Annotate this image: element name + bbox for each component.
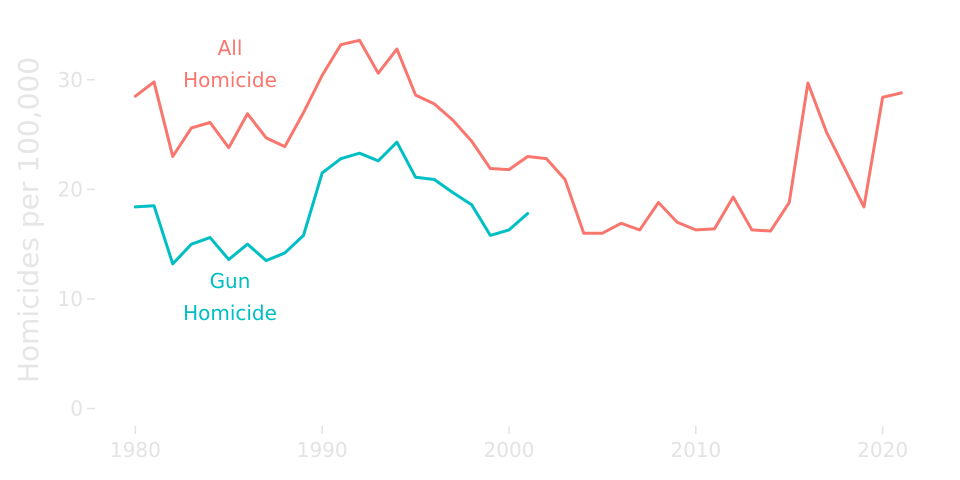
x-tick-label: 2000 (484, 438, 535, 462)
series-label: Gun Homicide (183, 269, 277, 325)
y-tick-label: 10 (58, 287, 83, 311)
y-tick-label: 20 (58, 177, 83, 201)
series-line (133, 140, 530, 266)
x-tick-label: 2010 (670, 438, 721, 462)
series-line (133, 38, 903, 235)
series-0 (133, 38, 903, 235)
series-1 (133, 140, 530, 266)
y-axis-title: Homicides per 100,000 (12, 57, 45, 383)
x-tick-label: 1980 (110, 438, 161, 462)
y-axis: 0 10 20 30 (58, 68, 95, 421)
x-axis: 1980 1990 2000 2010 2020 (110, 426, 908, 462)
series-labels: All Homicide Gun Homicide (183, 36, 277, 325)
series-layer (133, 38, 903, 266)
y-tick-label: 0 (70, 397, 83, 421)
y-tick-label: 30 (58, 68, 83, 92)
series-label: All Homicide (183, 36, 277, 92)
x-tick-label: 1990 (297, 438, 348, 462)
x-tick-label: 2020 (857, 438, 908, 462)
